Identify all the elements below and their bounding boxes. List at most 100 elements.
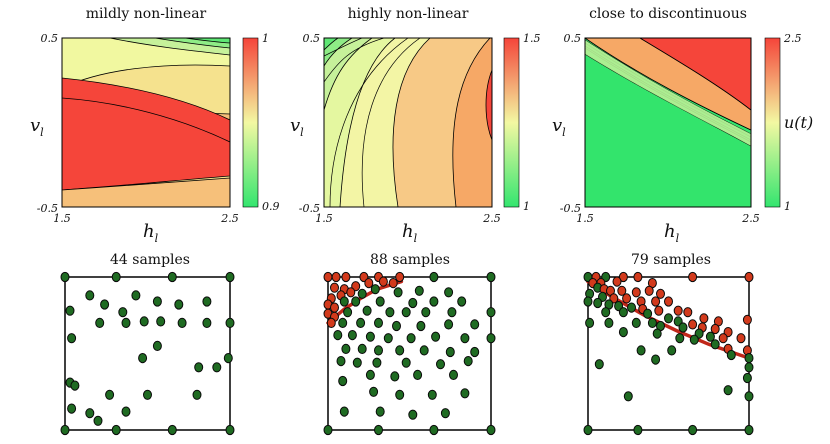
sample-point <box>413 369 423 380</box>
panel-3-colorbar-max: 2.5 <box>783 32 802 45</box>
sample-point <box>710 323 720 335</box>
sample-point <box>395 345 405 356</box>
sample-point <box>457 296 467 307</box>
panel-3-colorbar-min: 1 <box>784 200 791 213</box>
scatter-1-points <box>60 271 235 436</box>
scatter-panel-1: 44 samples <box>60 252 235 436</box>
sample-point <box>346 287 356 298</box>
sample-point <box>744 424 754 436</box>
panel-1-ylabel: vl <box>30 115 44 139</box>
sample-point <box>460 388 470 399</box>
sample-point <box>372 357 382 368</box>
sample-point <box>718 333 728 344</box>
sample-point <box>67 333 77 344</box>
panel-3-title: close to discontinuous <box>589 6 747 22</box>
panel-3-xlabel: hl <box>664 221 680 245</box>
sample-point <box>744 271 754 283</box>
panel-1-colorbar <box>242 37 259 208</box>
panel-2-xlabel: hl <box>402 221 418 245</box>
sample-point <box>336 356 346 367</box>
panel-3-contour-fill <box>585 38 751 207</box>
sample-point <box>444 319 454 330</box>
sample-point <box>440 408 450 419</box>
sample-point <box>631 317 641 328</box>
sample-point <box>167 424 177 436</box>
panel-3-y-tick-bottom: -0.5 <box>560 202 581 215</box>
sample-point <box>225 424 235 436</box>
sample-point <box>744 353 754 364</box>
sample-point <box>470 319 480 330</box>
sample-point <box>414 285 424 296</box>
panel-3-y-tick-top: 0.5 <box>564 32 582 45</box>
sample-point <box>678 322 688 333</box>
sample-point <box>633 271 643 283</box>
panel-2-colorbar <box>503 37 520 208</box>
scatter-panel-3: 79 samples <box>583 252 754 436</box>
scatter-panel-2: 88 samples <box>323 252 496 436</box>
sample-point <box>378 276 388 287</box>
sample-point <box>585 317 595 328</box>
sample-point <box>617 285 627 296</box>
sample-point <box>486 307 496 318</box>
sample-point <box>601 307 611 318</box>
sample-point <box>444 287 454 298</box>
sample-point <box>723 385 733 396</box>
sample-point <box>744 391 754 402</box>
sample-point <box>194 362 204 373</box>
sample-point <box>177 317 187 328</box>
sample-point <box>95 317 105 328</box>
sample-point <box>212 362 222 373</box>
sample-point <box>667 345 677 356</box>
sample-point <box>612 276 622 287</box>
sample-point <box>429 296 439 307</box>
sample-point <box>374 424 383 436</box>
sample-point <box>647 317 657 328</box>
sample-point <box>633 424 643 436</box>
panel-1-colorbar-min: 0.9 <box>262 200 280 213</box>
sample-point <box>339 406 349 417</box>
sample-point <box>593 297 603 309</box>
sample-point <box>447 307 457 318</box>
sample-point <box>341 343 351 354</box>
sample-point <box>202 317 212 328</box>
sample-point <box>627 302 636 313</box>
sample-point <box>618 327 628 338</box>
sample-point <box>93 415 103 426</box>
panel-2-ylabel: vl <box>290 115 304 139</box>
sample-point <box>174 299 184 310</box>
sample-point <box>408 297 418 309</box>
panel-2-title: highly non-linear <box>348 6 469 22</box>
sample-point <box>138 353 148 364</box>
sample-point <box>429 424 439 436</box>
sample-point <box>351 296 361 307</box>
sample-point <box>710 339 720 350</box>
sample-point <box>636 345 646 356</box>
scatter-2-points <box>323 271 496 436</box>
sample-point <box>654 305 664 316</box>
sample-point <box>330 282 339 293</box>
sample-point <box>631 287 641 298</box>
sample-point <box>604 317 614 328</box>
sample-point <box>85 408 95 419</box>
sample-point <box>323 424 333 436</box>
panel-1-contour-fill <box>62 38 230 207</box>
sample-point <box>486 271 496 283</box>
sample-point <box>622 293 632 304</box>
sample-point <box>118 307 128 318</box>
scatter-1-title: 44 samples <box>110 252 190 268</box>
panel-3-x-tick-left: 1.5 <box>576 212 594 225</box>
sample-point <box>583 424 593 436</box>
sample-point <box>152 296 162 307</box>
panel-2-y-tick-bottom: -0.5 <box>299 202 320 215</box>
sample-point <box>333 330 343 341</box>
sample-point <box>356 317 366 328</box>
sample-point <box>341 271 351 283</box>
sample-point <box>67 403 77 414</box>
sample-point <box>383 333 393 344</box>
sample-point <box>85 290 95 301</box>
sample-point <box>167 271 177 283</box>
sample-point <box>143 389 152 400</box>
sample-point <box>131 290 141 301</box>
sample-point <box>100 299 110 310</box>
